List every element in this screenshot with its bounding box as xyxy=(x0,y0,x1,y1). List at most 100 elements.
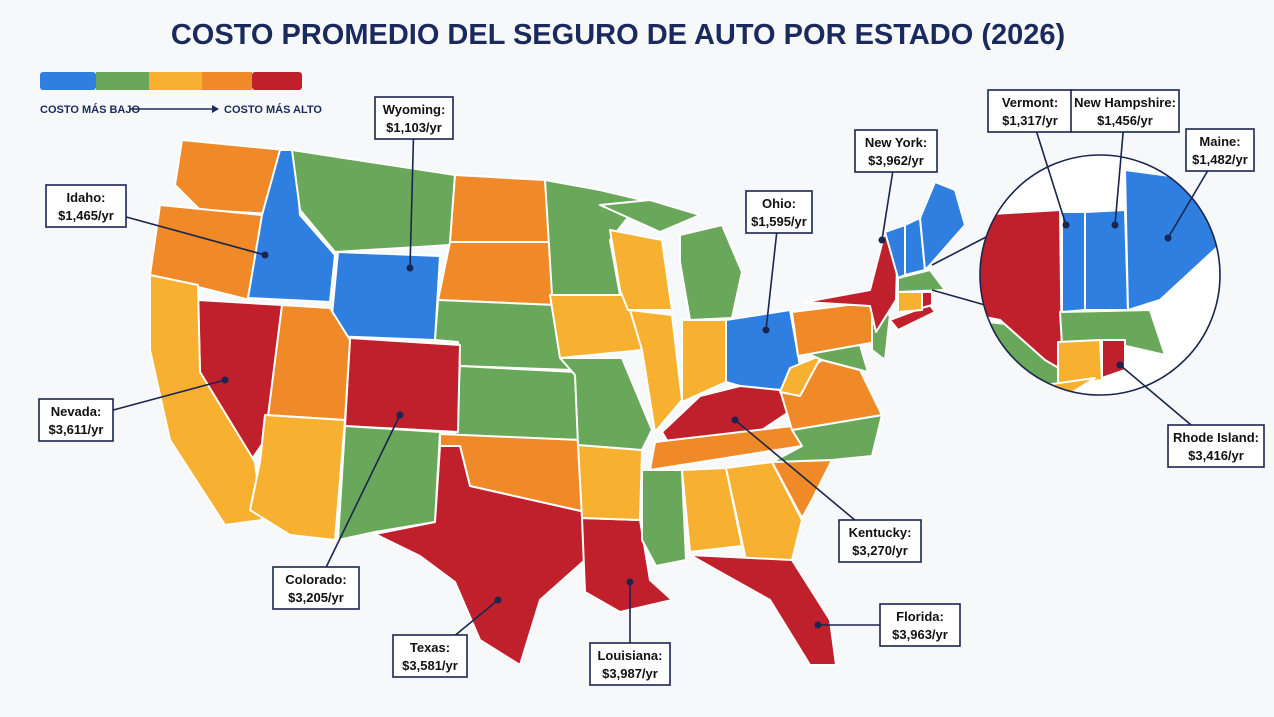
state xyxy=(791,301,877,357)
callout-cost: $3,270/yr xyxy=(852,543,908,558)
callout: Wyoming: $1,103/yr xyxy=(374,96,454,272)
callout-cost: $1,317/yr xyxy=(1002,113,1058,128)
legend-swatch xyxy=(149,72,202,90)
state xyxy=(374,445,586,666)
legend: COSTO MÁS BAJO COSTO MÁS ALTO xyxy=(40,72,322,116)
callout-cost: $3,205/yr xyxy=(288,590,344,605)
callout-state: Louisiana: xyxy=(597,648,662,663)
state xyxy=(559,357,653,451)
callout: Colorado: $3,205/yr xyxy=(272,411,404,610)
callout: Maine: $1,482/yr xyxy=(1164,128,1255,242)
legend-high: COSTO MÁS ALTO xyxy=(224,103,322,116)
state xyxy=(919,181,966,271)
us-map xyxy=(149,139,966,666)
state xyxy=(921,291,933,309)
callout-cost: $3,611/yr xyxy=(49,422,104,437)
callout-state: Wyoming: xyxy=(383,102,446,117)
callout: Ohio: $1,595/yr xyxy=(745,190,813,334)
state xyxy=(291,149,456,253)
callout-state: Maine: xyxy=(1199,134,1240,149)
leader-dot xyxy=(261,251,269,259)
callout-cost: $1,482/yr xyxy=(1192,152,1248,167)
callout-box xyxy=(1185,128,1255,172)
callout-state: Kentucky: xyxy=(849,525,912,540)
leader-line xyxy=(409,117,415,269)
callout: Vermont: $1,317/yr xyxy=(987,89,1073,229)
legend-swatch xyxy=(96,72,149,90)
leader-dot xyxy=(878,236,886,244)
callout-box xyxy=(374,96,454,140)
callout-box xyxy=(1070,89,1180,133)
leader-dot xyxy=(731,416,739,424)
state xyxy=(149,274,263,526)
callout-state: New York: xyxy=(865,135,927,150)
leader-dot xyxy=(396,411,404,419)
callout-box xyxy=(838,519,922,563)
state xyxy=(454,365,581,441)
callout-box xyxy=(272,566,360,610)
callout: Florida: $3,963/yr xyxy=(814,603,961,647)
leader-dot xyxy=(406,264,414,272)
state xyxy=(641,469,687,567)
callout-box xyxy=(1167,424,1265,468)
callout: Texas: $3,581/yr xyxy=(392,596,502,678)
state xyxy=(689,554,837,666)
callout-box xyxy=(45,184,127,228)
callout-cost: $3,987/yr xyxy=(602,666,658,681)
leader-dot xyxy=(1111,221,1119,229)
legend-swatch xyxy=(252,72,302,90)
leader-dot xyxy=(1164,234,1172,242)
callouts: Wyoming: $1,103/yr Idaho: $1,465/yr Nevada: $… xyxy=(38,89,1265,686)
callout: Nevada: $3,611/yr xyxy=(38,376,229,442)
callout: Louisiana: $3,987/yr xyxy=(589,578,671,686)
legend-swatch xyxy=(40,72,96,90)
state xyxy=(437,241,556,306)
callout-state: Rhode Island: xyxy=(1173,430,1259,445)
leader-dot xyxy=(494,596,502,604)
leader-dot xyxy=(1062,221,1070,229)
callout-cost: $1,465/yr xyxy=(58,208,114,223)
callout-cost: $3,962/yr xyxy=(868,153,924,168)
callout-state: Ohio: xyxy=(762,196,796,211)
callout: Rhode Island: $3,416/yr xyxy=(1116,361,1265,468)
callout-box xyxy=(392,634,468,678)
callout: New Hampshire: $1,456/yr xyxy=(1070,89,1180,229)
callout-cost: $1,595/yr xyxy=(751,214,807,229)
state xyxy=(629,309,683,433)
callout-state: New Hampshire: xyxy=(1074,95,1176,110)
leader-dot xyxy=(814,621,822,629)
callout-box xyxy=(745,190,813,234)
callout-cost: $3,416/yr xyxy=(1188,448,1244,463)
callout-box xyxy=(38,398,114,442)
callout-cost: $1,103/yr xyxy=(386,120,442,135)
legend-low: COSTO MÁS BAJO xyxy=(40,103,140,116)
leader-dot xyxy=(1116,361,1124,369)
callout-state: Vermont: xyxy=(1002,95,1058,110)
callout-state: Florida: xyxy=(896,609,944,624)
callout-box xyxy=(987,89,1073,133)
state xyxy=(679,224,743,321)
callout-box xyxy=(854,129,938,173)
callout-state: Nevada: xyxy=(51,404,102,419)
callout-state: Idaho: xyxy=(67,190,106,205)
state xyxy=(1057,339,1103,386)
callout-state: Texas: xyxy=(410,640,450,655)
leader-line xyxy=(315,414,401,589)
state xyxy=(1059,309,1166,356)
state xyxy=(149,204,263,301)
state xyxy=(249,414,346,541)
state xyxy=(1084,209,1129,311)
state xyxy=(337,425,441,541)
leader-dot xyxy=(762,326,770,334)
state xyxy=(725,461,803,561)
zoom-inset xyxy=(931,154,1221,396)
state xyxy=(897,291,923,313)
legend-arrowhead xyxy=(212,105,219,113)
legend-swatch xyxy=(202,72,252,90)
leader-dot xyxy=(221,376,229,384)
leader-dot xyxy=(626,578,634,586)
state xyxy=(609,229,673,311)
callout-state: Colorado: xyxy=(285,572,346,587)
callout-box xyxy=(589,642,671,686)
